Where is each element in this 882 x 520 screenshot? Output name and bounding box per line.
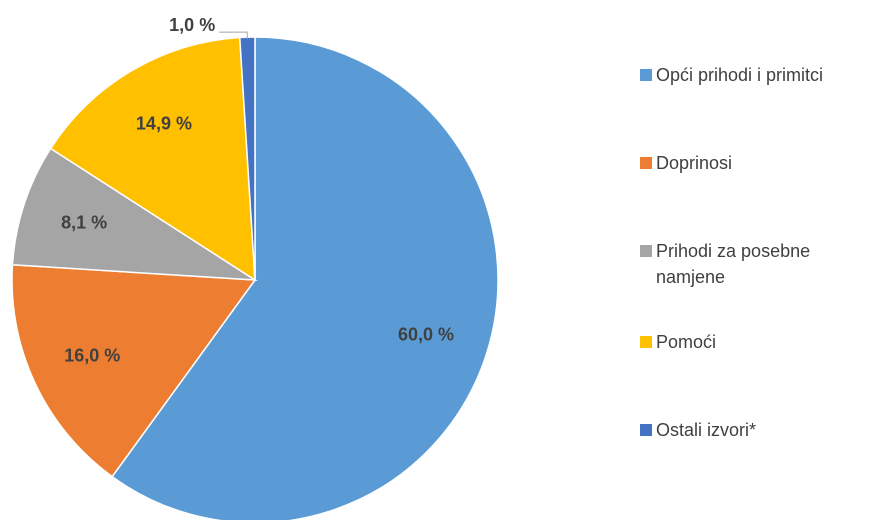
- legend-label: Doprinosi: [656, 153, 733, 173]
- legend-label: Prihodi za posebne namjene: [656, 241, 811, 287]
- legend-item: Ostali izvori*: [640, 417, 855, 443]
- legend-label: Opći prihodi i primitci: [656, 65, 824, 85]
- pie-slice: [11, 263, 257, 478]
- data-label: 60,0 %: [398, 324, 454, 344]
- pie-slice: [111, 36, 499, 520]
- legend-label: Pomoći: [656, 332, 717, 352]
- pie-slice: [11, 147, 258, 281]
- data-label: 14,9 %: [136, 114, 192, 134]
- data-label: 16,0 %: [64, 345, 120, 365]
- legend-swatch: [640, 336, 652, 348]
- pie-slice: [49, 36, 256, 282]
- data-label: 1,0 %: [169, 15, 215, 35]
- legend-label: Ostali izvori*: [656, 420, 757, 440]
- legend-item: Doprinosi: [640, 150, 855, 176]
- data-label: 8,1 %: [61, 213, 107, 233]
- legend-item: Pomoći: [640, 329, 855, 355]
- legend-item: Prihodi za posebne namjene: [640, 238, 855, 290]
- legend-swatch: [640, 424, 652, 436]
- legend-swatch: [640, 69, 652, 81]
- legend-swatch: [640, 157, 652, 169]
- legend-swatch: [640, 245, 652, 257]
- legend-item: Opći prihodi i primitci: [640, 62, 855, 88]
- leader-line: [219, 31, 248, 40]
